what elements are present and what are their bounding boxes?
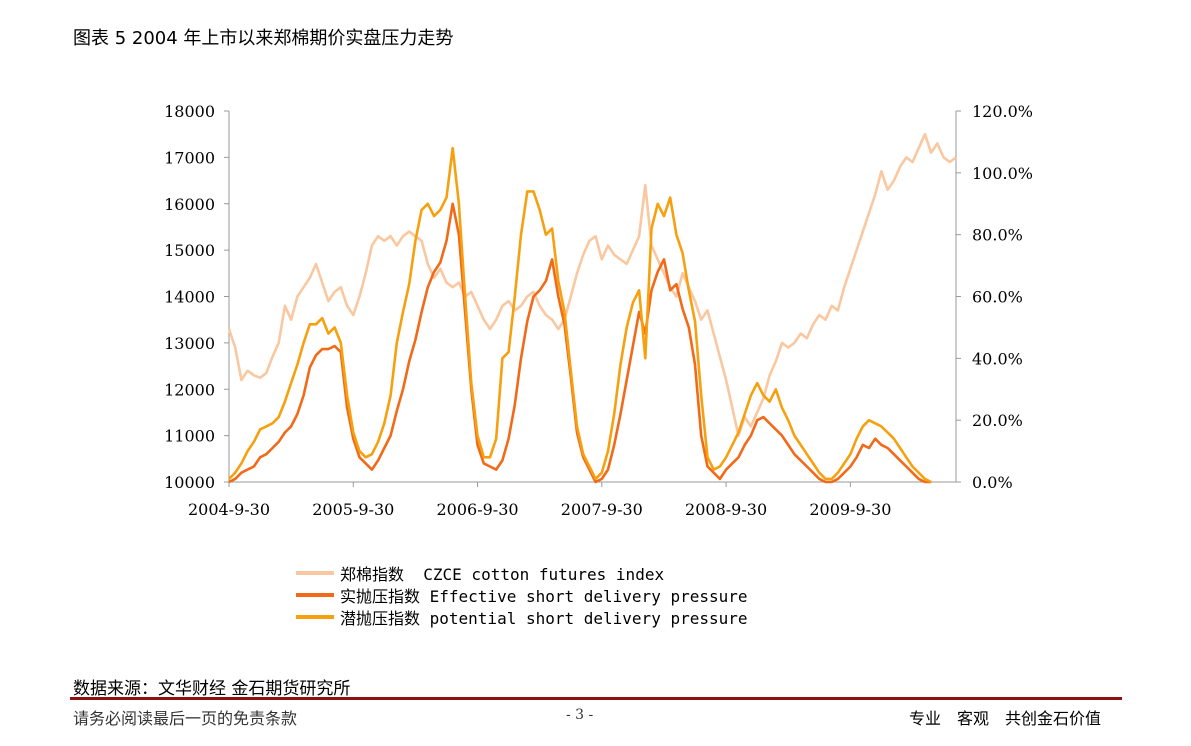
y-left-tick-label: 14000 [164, 288, 215, 307]
x-tick-label: 2004-9-30 [188, 500, 270, 519]
y-left-tick-label: 12000 [164, 380, 215, 399]
series-potential-pressure-line [228, 146, 932, 484]
y-left-tick-label: 11000 [164, 427, 215, 446]
legend-label-cotton-index: 郑棉指数 CZCE cotton futures index [340, 565, 665, 584]
y-right-tick-label: 100.0% [972, 164, 1033, 183]
y-right-tick-label: 80.0% [972, 226, 1023, 245]
page-number: - 3 - [566, 707, 594, 723]
legend-label-potential-pressure: 潜抛压指数 potential short delivery pressure [340, 609, 748, 628]
y-left-tick-label: 17000 [164, 148, 215, 167]
x-tick-label: 2007-9-30 [561, 500, 643, 519]
footer-slogan: 专业 客观 共创金石价值 [908, 709, 1101, 728]
price-pressure-chart: 10000 11000 12000 13000 14000 15000 16000 17000… [164, 102, 1033, 519]
series-lines [227, 132, 957, 484]
footer-divider [70, 697, 1122, 700]
y-right-tick-label: 0.0% [972, 473, 1013, 492]
figure-title: 图表 5 2004 年上市以来郑棉期价实盘压力走势 [73, 28, 454, 49]
y-left-tick-label: 13000 [164, 334, 215, 353]
legend-swatch-potential-pressure [296, 615, 334, 619]
data-source: 数据来源：文华财经 金石期货研究所 [73, 679, 351, 699]
y-right-tick-label: 40.0% [972, 349, 1023, 368]
x-tick-label: 2009-9-30 [809, 500, 891, 519]
x-tick-label: 2005-9-30 [312, 500, 394, 519]
legend-item-cotton-index: 郑棉指数 CZCE cotton futures index [296, 562, 748, 584]
y-left-tick-label: 15000 [164, 241, 215, 260]
legend-swatch-effective-pressure [296, 593, 334, 597]
legend-label-effective-pressure: 实抛压指数 Effective short delivery pressure [340, 587, 748, 606]
y-right-tick-label: 20.0% [972, 411, 1023, 430]
x-tick-label: 2008-9-30 [685, 500, 767, 519]
y-left-tick-label: 10000 [164, 473, 215, 492]
legend-item-effective-pressure: 实抛压指数 Effective short delivery pressure [296, 584, 748, 606]
x-tick-label: 2006-9-30 [437, 500, 519, 519]
footer-disclaimer: 请务必阅读最后一页的免责条款 [73, 709, 298, 728]
y-left-tick-label: 16000 [164, 195, 215, 214]
axes: 10000 11000 12000 13000 14000 15000 16000 17000… [164, 102, 1033, 519]
legend-swatch-cotton-index [296, 571, 334, 575]
y-right-tick-label: 60.0% [972, 288, 1023, 307]
y-right-tick-label: 120.0% [972, 102, 1033, 121]
series-cotton-index-line [227, 132, 957, 437]
legend-item-potential-pressure: 潜抛压指数 potential short delivery pressure [296, 606, 748, 628]
y-left-tick-label: 18000 [164, 102, 215, 121]
legend: 郑棉指数 CZCE cotton futures index 实抛压指数 Eff… [296, 562, 748, 628]
